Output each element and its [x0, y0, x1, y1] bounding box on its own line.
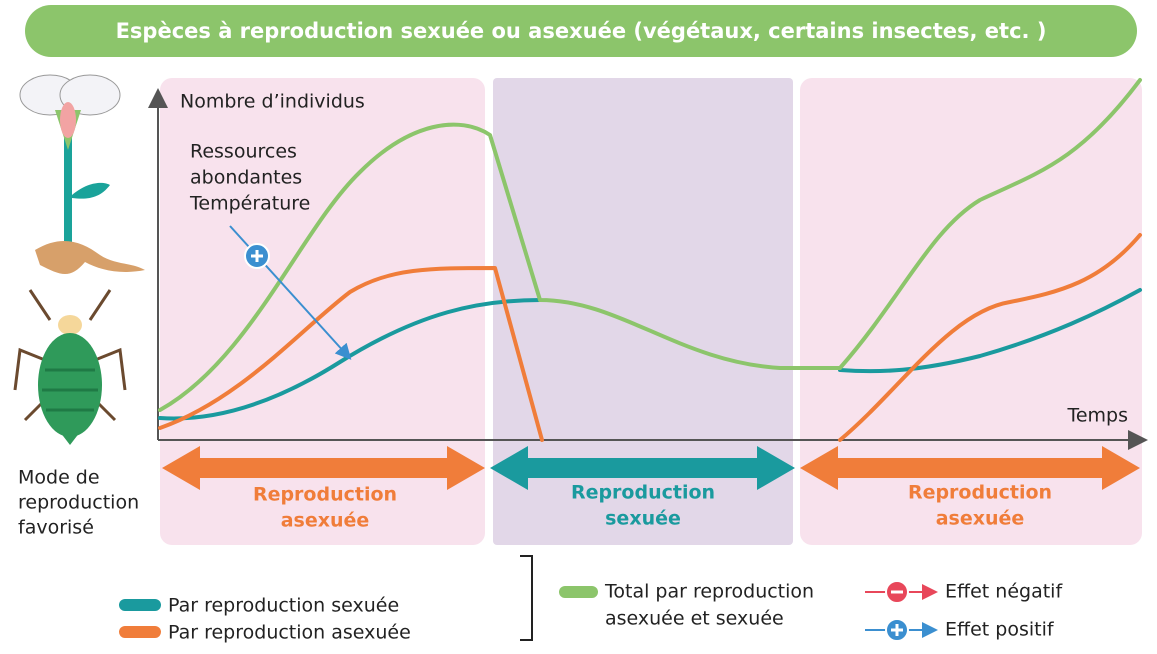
phase-label: Reproduction	[253, 484, 397, 506]
legend-label: asexuée et sexuée	[605, 608, 784, 630]
phase-arrow	[800, 446, 1140, 490]
side-label: favorisé	[18, 517, 94, 539]
phase-arrow	[162, 446, 485, 490]
plus-sign	[891, 624, 903, 636]
phase-label: Reproduction	[908, 482, 1052, 504]
bracket	[520, 555, 533, 641]
phase-panel	[160, 78, 485, 545]
annotation: Ressources	[190, 141, 297, 163]
phase-arrow	[490, 446, 795, 490]
legend-label: Par reproduction asexuée	[168, 622, 411, 644]
sexual-curve	[838, 288, 1142, 374]
phase-label: asexuée	[281, 510, 370, 532]
legend-label: Effet positif	[945, 619, 1055, 641]
phase-label: Reproduction	[571, 482, 715, 504]
phase-panel	[493, 78, 793, 545]
sexual-curve	[158, 298, 542, 421]
legend-label: Total par reproduction	[604, 581, 814, 603]
side-label: reproduction	[18, 492, 139, 514]
legend-label: Effet négatif	[945, 581, 1063, 603]
annotation: abondantes	[190, 167, 302, 189]
phase-label: sexuée	[605, 508, 681, 530]
asexual-curve	[158, 266, 544, 442]
legend-label: Par reproduction sexuée	[168, 595, 399, 617]
x-axis-label: Temps	[1066, 405, 1128, 427]
phase-panel	[800, 78, 1142, 545]
insect-icon	[13, 289, 127, 445]
title: Espèces à reproduction sexuée ou asexuée…	[116, 19, 1047, 43]
total-curve	[158, 78, 1142, 412]
y-axis-label: Nombre d’individus	[180, 91, 365, 113]
asexual-curve	[838, 233, 1142, 442]
side-label: Mode de	[18, 467, 100, 489]
flower-icon	[19, 74, 145, 275]
plus-sign	[251, 250, 263, 262]
annotation: Température	[189, 193, 310, 215]
title-bar	[25, 5, 1137, 57]
phase-label: asexuée	[936, 508, 1025, 530]
